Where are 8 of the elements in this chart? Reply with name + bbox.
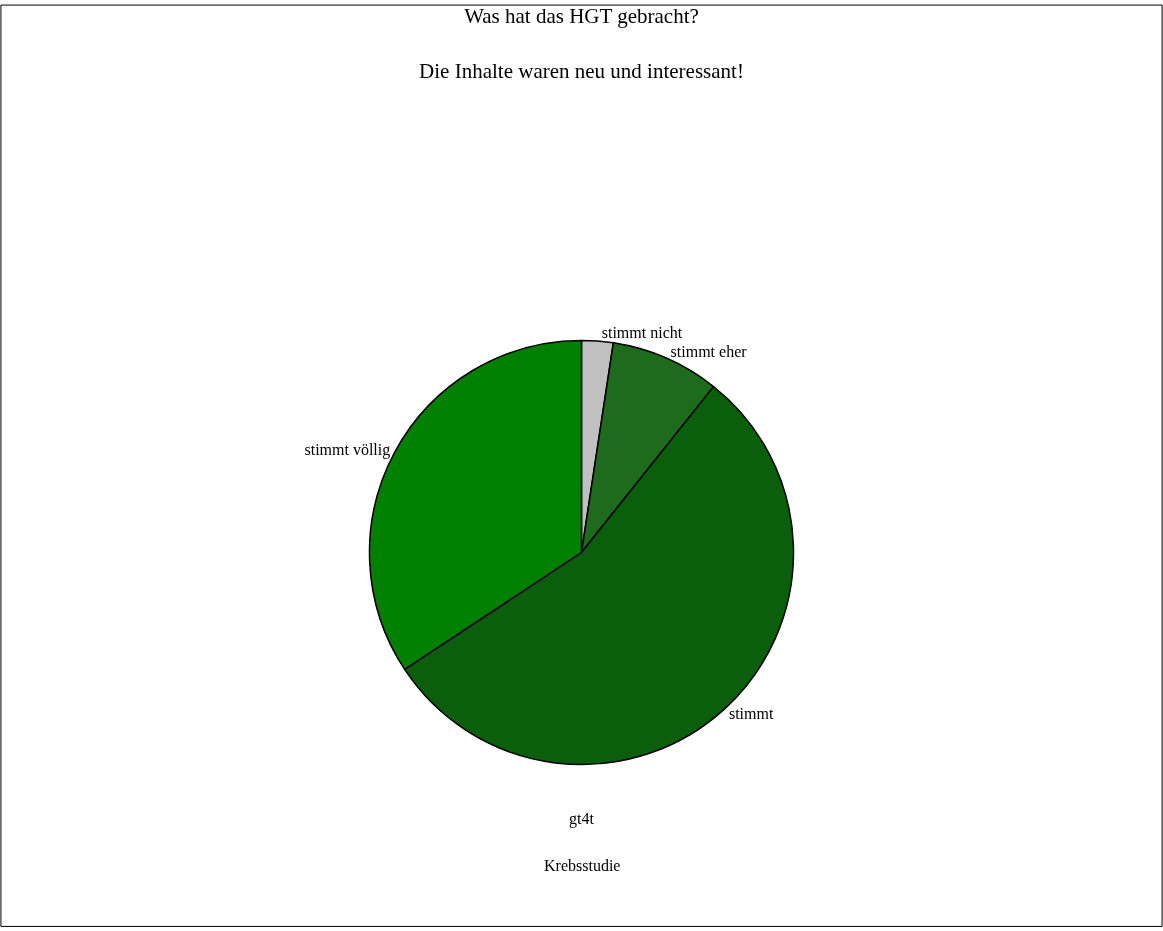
text: gt4t bbox=[569, 810, 595, 828]
chart-title: Was hat das HGT gebracht? bbox=[464, 4, 699, 29]
text: Krebsstudie bbox=[544, 857, 621, 874]
slice-label: stimmt bbox=[728, 704, 774, 722]
slice-label: stimmt nicht bbox=[601, 324, 683, 342]
chart-subtitle: Die Inhalte waren neu und interessant! bbox=[419, 58, 744, 83]
slice-label: stimmt eher bbox=[670, 342, 748, 360]
slice-label: stimmt völlig bbox=[304, 441, 391, 460]
